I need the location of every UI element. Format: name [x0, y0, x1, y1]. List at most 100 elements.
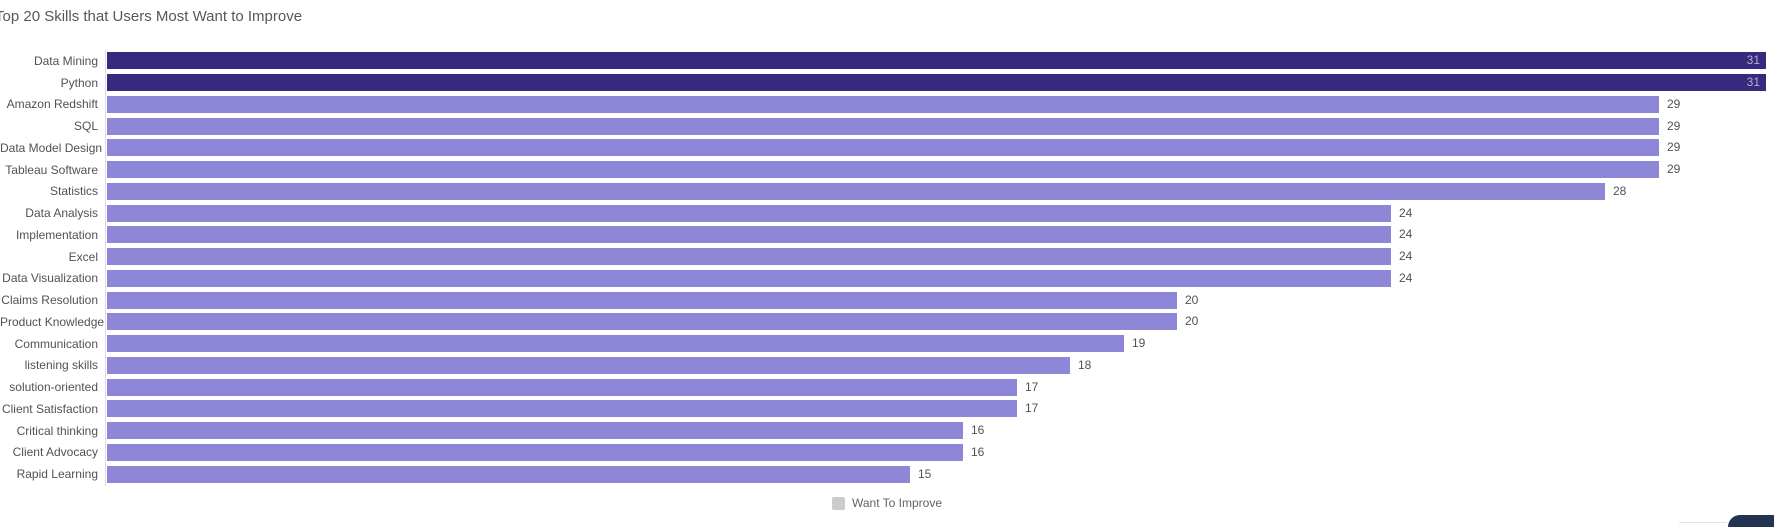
bar-track: 29	[107, 161, 1774, 179]
value-label: 29	[1667, 96, 1681, 111]
bar-track: 15	[107, 465, 1774, 483]
bar-row: Critical thinking 16	[0, 420, 1774, 442]
value-label: 28	[1613, 183, 1627, 198]
bar-track: 24	[107, 204, 1774, 222]
bar-track: 18	[107, 356, 1774, 374]
value-label: 24	[1399, 227, 1413, 242]
bar-track: 16	[107, 443, 1774, 461]
chart-title: Top 20 Skills that Users Most Want to Im…	[0, 8, 303, 25]
bar[interactable]	[107, 313, 1177, 331]
y-axis-line	[105, 50, 106, 486]
bar-row: Statistics 28	[0, 181, 1774, 203]
bar[interactable]	[107, 182, 1605, 200]
bar-track: 16	[107, 422, 1774, 440]
bar-row: Data Analysis 24	[0, 202, 1774, 224]
category-label: Rapid Learning	[16, 467, 98, 482]
value-label: 18	[1078, 357, 1092, 372]
bars-area: Data Mining 31 Python 31 Amazon Redshift 29 SQ…	[0, 50, 1774, 485]
bar[interactable]	[107, 378, 1017, 396]
bar[interactable]	[107, 356, 1070, 374]
value-label: 24	[1399, 249, 1413, 264]
bar-track: 29	[107, 95, 1774, 113]
category-label: Data Analysis	[25, 206, 98, 221]
bar-track: 31	[107, 52, 1774, 70]
bar-row: Excel 24	[0, 246, 1774, 268]
bar-row: Product Knowledge 20	[0, 311, 1774, 333]
bar[interactable]	[107, 400, 1017, 418]
bar-track: 17	[107, 378, 1774, 396]
bar[interactable]	[107, 443, 963, 461]
bar[interactable]: 31	[107, 74, 1766, 92]
category-label: Statistics	[49, 184, 98, 199]
bar-track: 28	[107, 182, 1774, 200]
bar-row: solution-oriented 17	[0, 376, 1774, 398]
value-label: 29	[1667, 162, 1681, 177]
bar[interactable]	[107, 117, 1659, 135]
category-label: Data Mining	[33, 53, 98, 68]
category-label: Data Model Design	[0, 140, 103, 155]
category-label: Product Knowledge	[0, 314, 105, 329]
bar[interactable]	[107, 248, 1391, 266]
category-label: Implementation	[15, 227, 98, 242]
bar[interactable]	[107, 465, 910, 483]
bar-row: Data Visualization 24	[0, 268, 1774, 290]
bar[interactable]	[107, 269, 1391, 287]
value-label: 17	[1025, 379, 1039, 394]
bar[interactable]	[107, 226, 1391, 244]
bar-track: 29	[107, 139, 1774, 157]
bar-row: Data Model Design 29	[0, 137, 1774, 159]
value-label: 31	[1746, 53, 1760, 68]
bottom-divider-line	[1679, 522, 1727, 523]
value-label: 29	[1667, 140, 1681, 155]
bar-row: Communication 19	[0, 333, 1774, 355]
legend-label: Want To Improve	[851, 496, 943, 510]
value-label: 16	[971, 423, 985, 438]
bottom-right-button[interactable]	[1728, 515, 1774, 527]
category-label: Communication	[14, 336, 98, 351]
bar-row: Rapid Learning 15	[0, 463, 1774, 485]
category-label: Critical thinking	[16, 423, 98, 438]
legend-item-want-to-improve[interactable]: Want To Improve	[831, 496, 943, 510]
category-label: Claims Resolution	[1, 293, 98, 308]
bar-row: Client Satisfaction 17	[0, 398, 1774, 420]
bar-track: 19	[107, 335, 1774, 353]
value-label: 24	[1399, 205, 1413, 220]
bar-track: 20	[107, 313, 1774, 331]
bar-track: 24	[107, 269, 1774, 287]
category-label: Data Visualization	[2, 271, 98, 286]
value-label: 31	[1746, 75, 1760, 90]
legend-marker-icon	[831, 496, 845, 510]
bar[interactable]	[107, 161, 1659, 179]
category-label: Client Satisfaction	[1, 401, 98, 416]
bar-row: SQL 29	[0, 115, 1774, 137]
bar-row: Client Advocacy 16	[0, 442, 1774, 464]
bar[interactable]	[107, 422, 963, 440]
bar[interactable]: 31	[107, 52, 1766, 70]
bar-row: Python 31	[0, 72, 1774, 94]
bar-track: 24	[107, 248, 1774, 266]
bar[interactable]	[107, 95, 1659, 113]
bar[interactable]	[107, 291, 1177, 309]
category-label: Excel	[68, 249, 98, 264]
value-label: 24	[1399, 270, 1413, 285]
category-label: Tableau Software	[5, 162, 98, 177]
value-label: 17	[1025, 401, 1039, 416]
bar-track: 29	[107, 117, 1774, 135]
bar[interactable]	[107, 139, 1659, 157]
value-label: 15	[918, 466, 932, 481]
value-label: 16	[971, 444, 985, 459]
bar-row: Implementation 24	[0, 224, 1774, 246]
category-label: Amazon Redshift	[6, 97, 98, 112]
bar-track: 20	[107, 291, 1774, 309]
category-label: SQL	[73, 119, 98, 134]
bar-row: Tableau Software 29	[0, 159, 1774, 181]
bar[interactable]	[107, 335, 1124, 353]
category-label: Client Advocacy	[12, 445, 98, 460]
bar[interactable]	[107, 204, 1391, 222]
category-label: listening skills	[24, 358, 98, 373]
value-label: 29	[1667, 118, 1681, 133]
bar-track: 24	[107, 226, 1774, 244]
bar-track: 17	[107, 400, 1774, 418]
bar-row: Data Mining 31	[0, 50, 1774, 72]
